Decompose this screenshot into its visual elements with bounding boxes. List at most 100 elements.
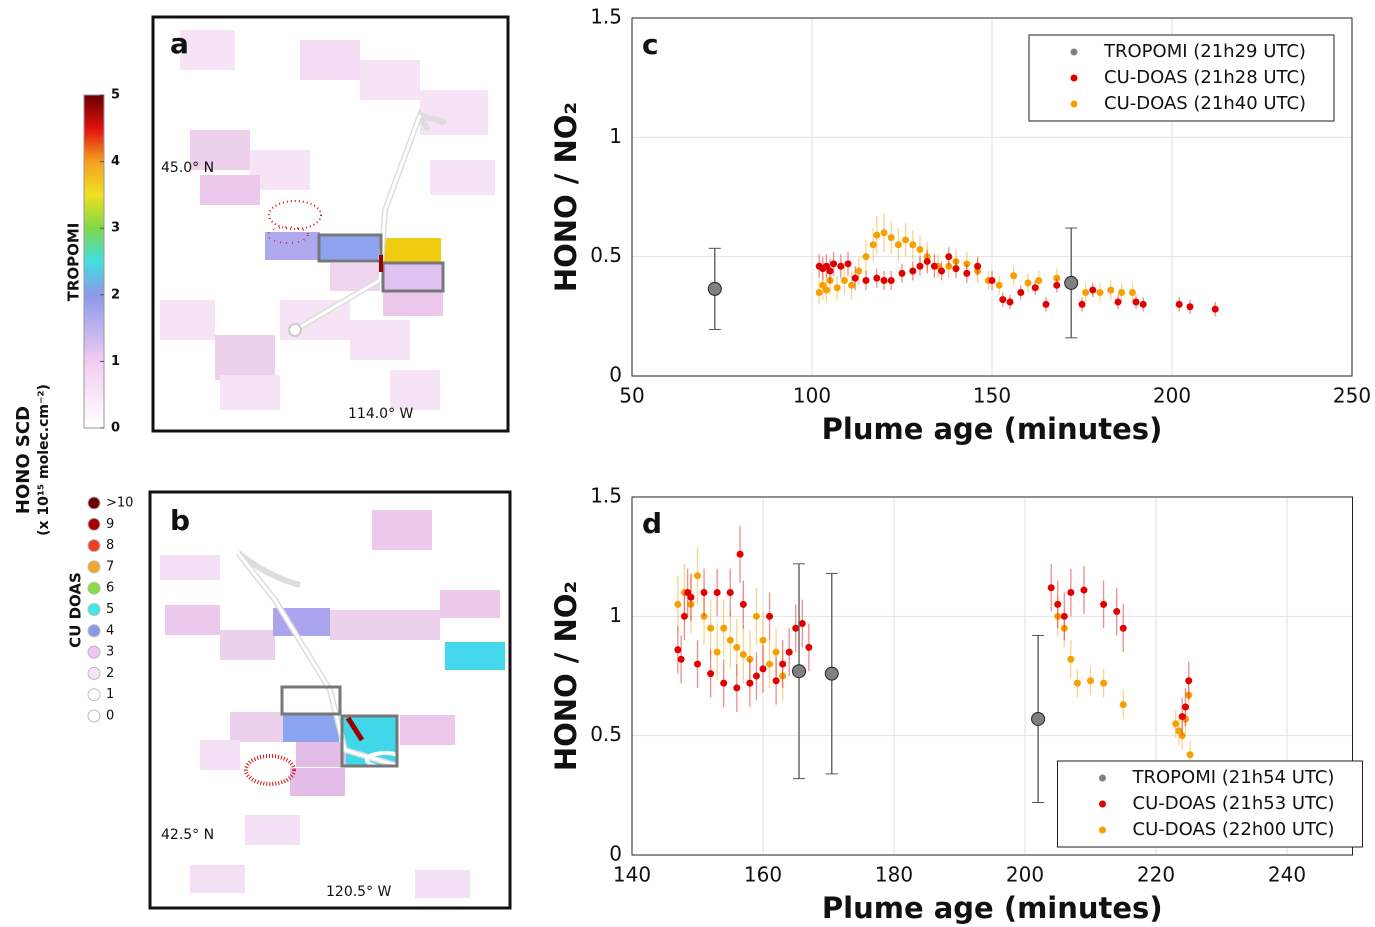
legend-label: 2 <box>106 666 114 681</box>
legend-label: 1 <box>106 687 114 702</box>
legend-swatch <box>1070 74 1078 82</box>
plot-frame <box>631 17 1353 377</box>
panel-label: d <box>642 507 662 540</box>
x-tick-label: 250 <box>1333 384 1371 408</box>
data-point <box>1107 286 1115 294</box>
legend-box <box>1028 34 1335 122</box>
data-point <box>1089 286 1097 294</box>
data-point <box>772 648 780 656</box>
data-point <box>1067 588 1075 596</box>
data-point <box>739 600 747 608</box>
data-point <box>848 281 856 289</box>
data-point <box>1118 288 1126 296</box>
data-point <box>1175 300 1183 308</box>
panel-label: c <box>642 28 659 61</box>
colorbar-tick-label: 1 <box>111 354 120 369</box>
y-tick-label: 1.5 <box>590 484 622 508</box>
data-point <box>733 643 741 651</box>
legend-label: 5 <box>106 602 114 617</box>
data-point <box>1031 284 1039 292</box>
data-point <box>1186 751 1194 759</box>
data-point <box>855 267 863 275</box>
data-point <box>1082 288 1090 296</box>
data-point <box>822 286 830 294</box>
data-point <box>687 600 695 608</box>
legend-swatch <box>87 709 101 723</box>
data-point <box>779 672 787 680</box>
legend-swatch <box>87 539 101 553</box>
data-point <box>1119 701 1127 709</box>
data-point <box>1181 703 1189 711</box>
data-point <box>805 643 813 651</box>
legend-label: TROPOMI (21h54 UTC) <box>1132 767 1335 788</box>
data-point <box>938 267 946 275</box>
x-axis-title: Plume age (minutes) <box>822 412 1163 446</box>
data-point <box>707 624 715 632</box>
data-point <box>826 277 834 285</box>
data-point <box>1054 600 1062 608</box>
y-tick-label: 1 <box>609 603 622 627</box>
latitude-label: 42.5° N <box>161 827 214 843</box>
data-point <box>862 277 870 285</box>
legend-swatch <box>87 496 101 510</box>
data-point <box>792 624 800 632</box>
legend-label: 6 <box>106 581 114 596</box>
legend-swatch <box>1099 826 1106 834</box>
charts: 50 100 150 200 250 0 0.5 1 1.5 Plume age (minutes… <box>549 5 1371 926</box>
legend-label: 3 <box>106 645 114 660</box>
quantity-title: HONO SCD <box>13 406 34 514</box>
data-point <box>674 646 682 654</box>
x-tick-label: 180 <box>875 863 913 887</box>
colorbar-tick-label: 3 <box>111 221 120 236</box>
map-tiles <box>160 30 495 410</box>
data-point <box>923 257 931 265</box>
data-point <box>1053 274 1061 282</box>
data-point <box>902 236 910 244</box>
y-tick-label: 1 <box>609 124 622 148</box>
colorbar-title: TROPOMI <box>65 223 83 302</box>
data-point <box>1185 677 1193 685</box>
data-point <box>1053 281 1061 289</box>
legend-title: CU DOAS <box>67 572 85 648</box>
data-point <box>746 679 754 687</box>
data-point <box>826 267 834 275</box>
x-tick-label: 160 <box>744 863 782 887</box>
data-point <box>851 274 859 282</box>
data-point <box>869 241 877 249</box>
data-point <box>792 664 807 679</box>
longitude-label: 114.0° W <box>348 406 414 422</box>
data-point <box>746 655 754 663</box>
data-point <box>798 619 806 627</box>
legend-swatch <box>87 517 101 531</box>
data-point <box>720 624 728 632</box>
y-tick-label: 1.5 <box>590 5 622 29</box>
data-point <box>999 296 1007 304</box>
data-point <box>1080 586 1088 594</box>
legend-label: CU-DOAS (21h28 UTC) <box>1104 67 1306 88</box>
x-axis-title: Plume age (minutes) <box>822 891 1163 925</box>
legend-label: 8 <box>106 538 114 553</box>
legend-swatch <box>87 603 101 616</box>
data-point <box>930 262 938 270</box>
data-point <box>1042 300 1050 308</box>
data-point <box>1096 288 1104 296</box>
data-point <box>726 636 734 644</box>
data-point <box>844 260 852 268</box>
data-point <box>837 262 845 270</box>
data-point <box>963 260 971 268</box>
data-point <box>694 572 701 580</box>
data-point <box>815 288 823 296</box>
legend-swatch <box>1099 774 1106 782</box>
data-point <box>945 253 953 261</box>
legend-label: 0 <box>106 709 114 724</box>
data-point <box>1113 608 1121 616</box>
latitude-label: 45.0° N <box>161 160 214 176</box>
data-point <box>700 588 708 596</box>
data-point <box>916 262 924 270</box>
data-point <box>1017 288 1025 296</box>
colorbar-tick-label: 2 <box>111 287 120 302</box>
data-point <box>1010 272 1018 280</box>
data-point <box>772 677 780 685</box>
map-b: b 42.5° N 120.5° W <box>148 490 512 910</box>
